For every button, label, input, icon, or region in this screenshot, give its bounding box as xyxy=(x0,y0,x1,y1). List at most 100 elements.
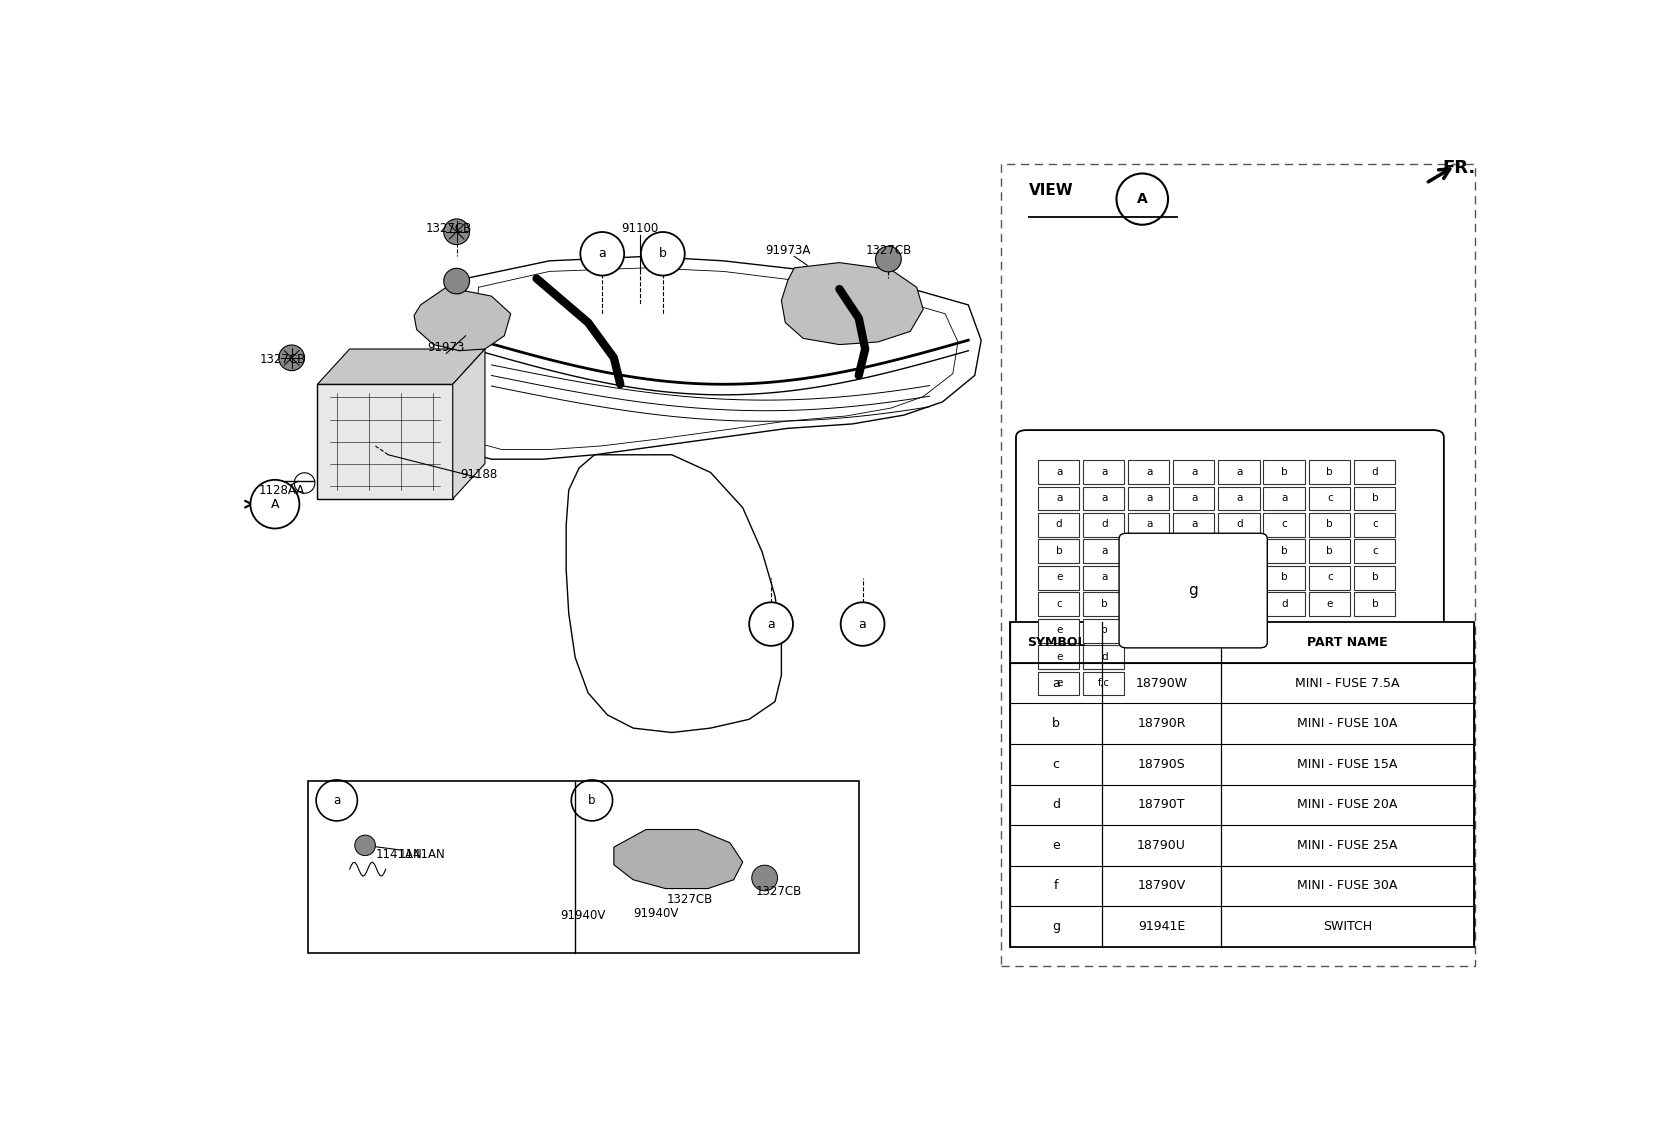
Ellipse shape xyxy=(444,268,469,294)
Text: 18790V: 18790V xyxy=(1137,879,1186,892)
Text: b: b xyxy=(1282,546,1289,555)
Text: A: A xyxy=(271,498,279,511)
Text: a: a xyxy=(1236,493,1242,503)
Ellipse shape xyxy=(748,602,793,646)
Text: b: b xyxy=(1101,625,1108,635)
Text: c: c xyxy=(1327,572,1332,583)
Text: A: A xyxy=(1137,192,1147,206)
Bar xyxy=(1009,623,1473,947)
Text: e: e xyxy=(1056,652,1063,662)
Text: b: b xyxy=(1327,546,1334,555)
Ellipse shape xyxy=(752,866,778,891)
Text: g: g xyxy=(1189,583,1197,598)
Text: MINI - FUSE 25A: MINI - FUSE 25A xyxy=(1297,839,1397,852)
Text: b: b xyxy=(1327,466,1334,476)
Bar xyxy=(1354,592,1395,616)
Text: MINI - FUSE 20A: MINI - FUSE 20A xyxy=(1297,798,1397,812)
Text: FR.: FR. xyxy=(1443,159,1477,177)
Text: d: d xyxy=(1372,466,1379,476)
Text: b: b xyxy=(1056,546,1063,555)
Bar xyxy=(1309,566,1350,590)
Bar xyxy=(1354,487,1395,511)
Bar xyxy=(1354,513,1395,537)
Bar xyxy=(1354,539,1395,563)
Text: b: b xyxy=(1372,493,1379,503)
Bar xyxy=(1219,513,1259,537)
Text: e: e xyxy=(1056,625,1063,635)
Bar xyxy=(308,781,858,953)
Text: SWITCH: SWITCH xyxy=(1322,919,1372,933)
Text: 18790T: 18790T xyxy=(1137,798,1186,812)
Text: PNC: PNC xyxy=(1147,637,1176,649)
Text: MINI - FUSE 30A: MINI - FUSE 30A xyxy=(1297,879,1397,892)
FancyBboxPatch shape xyxy=(1119,534,1267,648)
Bar xyxy=(1264,566,1305,590)
Text: a: a xyxy=(599,247,605,260)
Ellipse shape xyxy=(251,480,299,529)
Bar xyxy=(1264,460,1305,484)
Text: VIEW: VIEW xyxy=(1029,183,1074,198)
Text: d: d xyxy=(1053,798,1059,812)
Text: a: a xyxy=(1191,520,1197,529)
Bar xyxy=(1264,487,1305,511)
Text: MINI - FUSE 15A: MINI - FUSE 15A xyxy=(1297,758,1397,771)
Text: PART NAME: PART NAME xyxy=(1307,637,1387,649)
Bar xyxy=(1309,487,1350,511)
Text: 1327CB: 1327CB xyxy=(426,222,472,235)
FancyBboxPatch shape xyxy=(1016,431,1443,902)
Bar xyxy=(1083,592,1124,616)
Text: 91973A: 91973A xyxy=(765,244,810,256)
Text: b: b xyxy=(1282,572,1289,583)
Text: d: d xyxy=(1101,520,1108,529)
Bar xyxy=(1038,513,1079,537)
Bar xyxy=(1038,618,1079,642)
Polygon shape xyxy=(782,262,923,345)
Bar xyxy=(1038,566,1079,590)
Bar xyxy=(1264,513,1305,537)
Text: 18790S: 18790S xyxy=(1137,758,1186,771)
Text: b: b xyxy=(1282,466,1289,476)
Text: 91940V: 91940V xyxy=(634,907,679,919)
Bar xyxy=(1038,646,1079,669)
Text: a: a xyxy=(1146,466,1152,476)
Text: 91188: 91188 xyxy=(461,467,497,481)
Text: f,c: f,c xyxy=(1098,678,1111,688)
Text: MINI - FUSE 7.5A: MINI - FUSE 7.5A xyxy=(1295,677,1400,689)
Text: e: e xyxy=(1327,599,1334,609)
Text: c: c xyxy=(1372,546,1377,555)
Text: d: d xyxy=(1056,520,1063,529)
Ellipse shape xyxy=(444,219,469,245)
Text: MINI - FUSE 10A: MINI - FUSE 10A xyxy=(1297,717,1397,731)
Text: a: a xyxy=(1056,466,1063,476)
Bar xyxy=(1264,592,1305,616)
Text: a: a xyxy=(1146,520,1152,529)
Text: e: e xyxy=(1056,572,1063,583)
Bar xyxy=(1172,460,1214,484)
Text: a: a xyxy=(1053,677,1059,689)
Text: a: a xyxy=(1282,493,1287,503)
Text: 91940V: 91940V xyxy=(560,908,605,922)
Ellipse shape xyxy=(640,232,685,276)
Text: a: a xyxy=(333,793,341,807)
Text: 91100: 91100 xyxy=(620,222,659,235)
Text: a: a xyxy=(1101,546,1108,555)
Text: a: a xyxy=(1236,466,1242,476)
Text: b: b xyxy=(1372,572,1379,583)
Text: 91941E: 91941E xyxy=(1137,919,1186,933)
Bar xyxy=(1038,487,1079,511)
Polygon shape xyxy=(452,349,486,499)
Text: 18790W: 18790W xyxy=(1136,677,1187,689)
Bar xyxy=(1128,487,1169,511)
Bar xyxy=(1309,460,1350,484)
Text: b: b xyxy=(589,793,595,807)
Bar xyxy=(1083,566,1124,590)
Bar xyxy=(1083,618,1124,642)
Text: b: b xyxy=(1372,599,1379,609)
Text: SYMBOL: SYMBOL xyxy=(1026,637,1086,649)
Text: c: c xyxy=(1056,599,1063,609)
Text: 1141AN: 1141AN xyxy=(399,847,446,861)
Bar xyxy=(1038,460,1079,484)
Bar xyxy=(1309,592,1350,616)
Text: e: e xyxy=(1053,839,1059,852)
Bar xyxy=(1083,460,1124,484)
